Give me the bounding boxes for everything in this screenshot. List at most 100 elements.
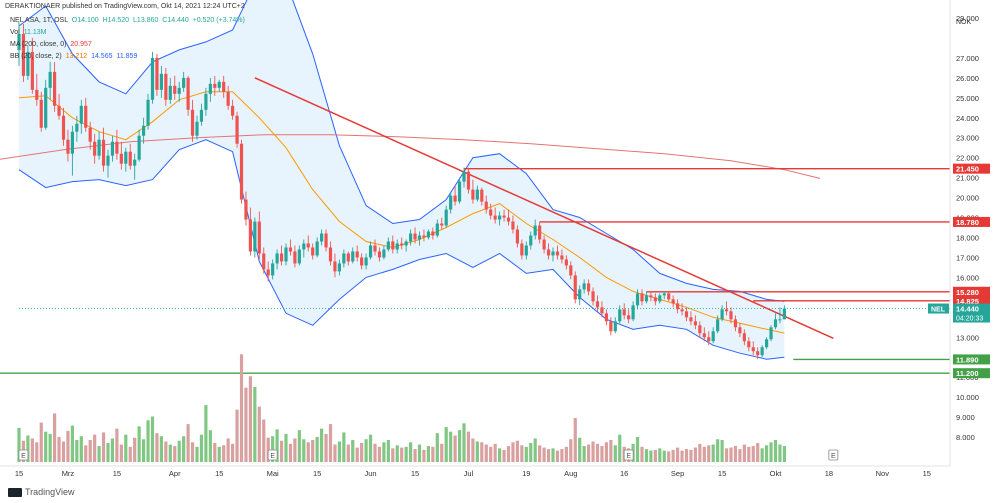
volume-bar — [751, 446, 755, 462]
time-tick-label: 15 — [313, 469, 321, 478]
candle-body — [275, 253, 279, 264]
candle-body — [542, 239, 546, 250]
volume-bar — [635, 436, 640, 462]
volume-bar — [618, 434, 622, 462]
volume-bar — [551, 448, 555, 462]
candle-body — [199, 109, 204, 122]
legend-ma[interactable]: MA (200, close, 0) 20.957 — [10, 41, 92, 48]
candle-body — [97, 139, 101, 156]
volume-bar — [711, 444, 715, 462]
volume-bar — [239, 354, 244, 462]
candle-body — [631, 305, 635, 320]
volume-bar — [587, 444, 591, 462]
price-label-text: 21.450 — [956, 165, 979, 174]
volume-bar — [279, 440, 284, 462]
volume-bar — [466, 431, 471, 462]
candle-body — [533, 225, 537, 236]
bollinger-lower-line — [18, 139, 785, 360]
legend-bb[interactable]: BB (20, close, 2) 13.212 14.565 11.859 — [10, 53, 137, 60]
volume-bar — [391, 448, 395, 462]
volume-bar — [231, 443, 235, 462]
legend-symbol[interactable]: NEL ASA, 1T, OSL O14.100 H14.520 L13.860… — [10, 17, 245, 24]
candle-body — [320, 233, 324, 242]
volume-bar — [511, 442, 515, 462]
candle-body — [529, 235, 533, 246]
volume-bar — [39, 422, 43, 462]
resistance-price-label: 14.825 — [953, 295, 990, 306]
volume-bar — [769, 442, 773, 462]
candle-body — [346, 253, 350, 262]
volume-bar — [106, 443, 110, 462]
legend-close: C14.440 — [162, 17, 189, 24]
candle-body — [409, 233, 413, 242]
earnings-marker-label: E — [626, 453, 631, 460]
candle-body — [279, 253, 284, 262]
time-tick-label: Nov — [876, 469, 890, 478]
volume-bar — [724, 448, 729, 462]
volume-bar — [48, 433, 52, 462]
earnings-marker-icon: E — [828, 449, 839, 461]
volume-bar — [653, 449, 657, 462]
volume-bar — [426, 446, 430, 462]
volume-bar — [182, 436, 186, 462]
time-tick-label: 15 — [411, 469, 419, 478]
candle-body — [711, 331, 715, 342]
volume-bar — [199, 434, 204, 462]
volume-bar — [213, 443, 217, 462]
volume-bar — [475, 441, 479, 462]
price-label-text: 11.890 — [956, 355, 979, 364]
volume-bar — [235, 409, 239, 462]
candle-body — [724, 309, 729, 312]
candle-body — [17, 33, 21, 50]
support-price-label: 11.200 — [953, 368, 990, 379]
volume-bar — [17, 427, 21, 462]
volume-bar — [110, 438, 115, 462]
volume-bar — [253, 386, 257, 462]
candle-body — [471, 189, 475, 200]
candle-body — [622, 309, 626, 316]
candle-body — [128, 151, 132, 166]
volume-bar — [560, 449, 564, 462]
candle-body — [538, 225, 542, 240]
candle-body — [573, 275, 577, 300]
time-tick-label: 15 — [215, 469, 223, 478]
candle-body — [769, 327, 773, 340]
footer-brand[interactable]: TradingView — [8, 487, 75, 497]
candle-body — [524, 245, 528, 256]
candle-body — [57, 105, 61, 116]
candle-body — [444, 209, 448, 226]
candle-body — [271, 263, 275, 276]
volume-bar — [115, 428, 119, 462]
volume-bar — [733, 446, 738, 462]
candle-body — [658, 295, 662, 302]
price-tick-label: 17.000 — [956, 253, 979, 262]
volume-bar — [61, 441, 66, 462]
volume-bar — [742, 444, 746, 462]
volume-bar — [707, 445, 711, 462]
legend-volume[interactable]: Vol 11.13M — [10, 29, 47, 36]
volume-bar — [595, 443, 600, 462]
time-tick-label: Mai — [267, 469, 279, 478]
candle-body — [302, 243, 306, 250]
price-label-text: 11.200 — [956, 369, 979, 378]
candle-body — [386, 241, 390, 250]
candle-body — [293, 251, 297, 264]
publish-line: DERAKTIONAER published on TradingView.co… — [5, 3, 245, 10]
price-tick-label: 23.000 — [956, 134, 979, 143]
candle-body — [502, 215, 506, 218]
volume-bar — [386, 440, 390, 462]
candle-body — [720, 309, 724, 320]
candle-body — [640, 293, 644, 302]
candle-body — [364, 257, 368, 266]
candle-body — [778, 319, 782, 321]
volume-bar — [529, 443, 533, 462]
volume-bar — [542, 447, 546, 462]
candle-body — [662, 293, 666, 296]
support-price-label: 11.890 — [953, 354, 990, 365]
volume-bar — [382, 442, 386, 462]
candle-body — [248, 219, 252, 252]
candle-body — [457, 181, 462, 202]
volume-bar — [177, 440, 181, 462]
candle-body — [564, 259, 568, 266]
